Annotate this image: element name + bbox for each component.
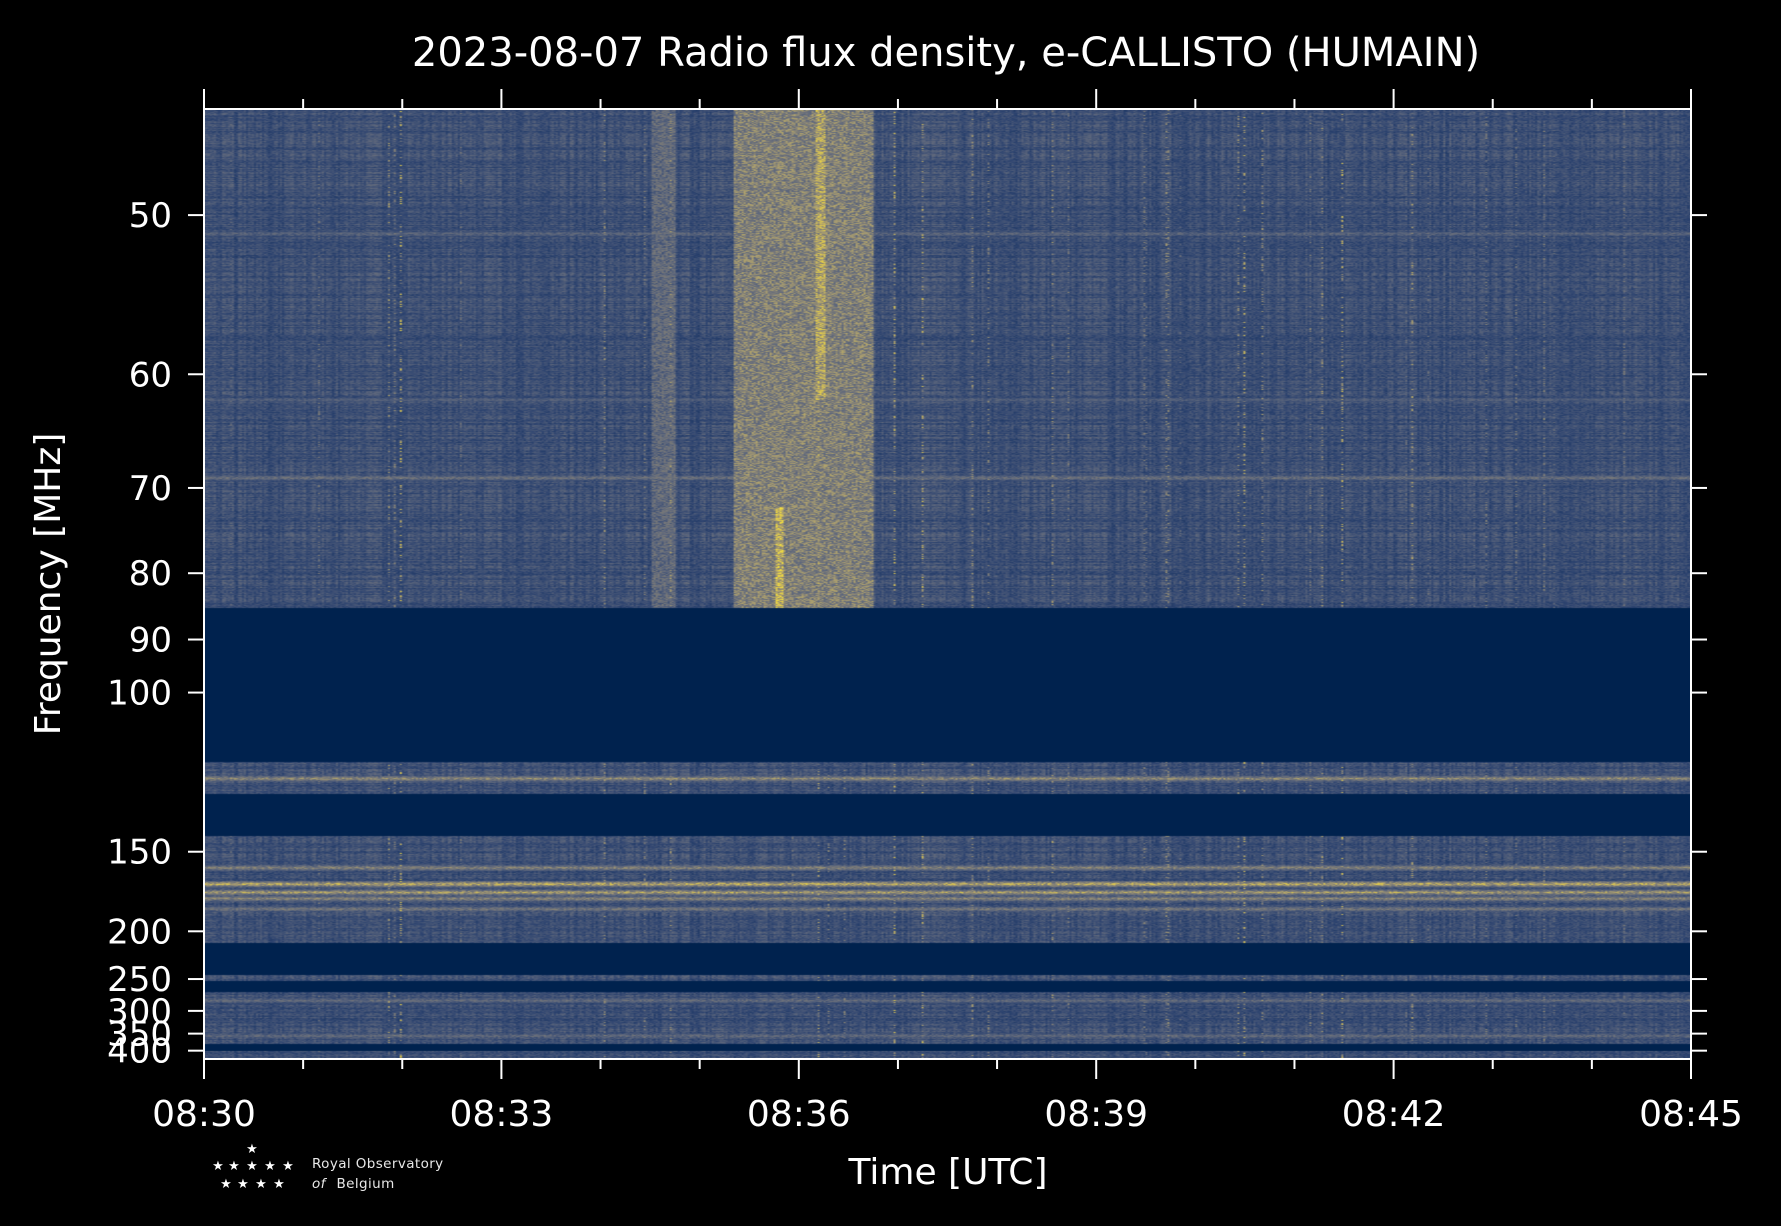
y-tick-label: 70 xyxy=(129,469,172,509)
y-tick-label: 150 xyxy=(107,833,172,873)
royal-observatory-logo: ★ ★ ★ ★ ★ ★ ★ ★ ★ ★ Royal Observatory of Belgium xyxy=(212,1142,443,1192)
y-tick-label: 250 xyxy=(107,960,172,1000)
star-icon: ★ xyxy=(228,1159,240,1174)
logo-line-2-italic: of xyxy=(312,1176,328,1192)
x-tick-label: 08:30 xyxy=(152,1094,256,1135)
y-tick-label: 90 xyxy=(129,621,172,661)
star-icon: ★ xyxy=(237,1177,249,1192)
star-icon: ★ xyxy=(246,1159,258,1174)
y-axis-label: Frequency [MHz] xyxy=(28,433,69,736)
star-icon: ★ xyxy=(246,1142,258,1157)
y-tick-label: 350 xyxy=(107,1015,172,1055)
x-tick-label: 08:45 xyxy=(1639,1094,1743,1135)
y-tick-label: 60 xyxy=(129,355,172,395)
star-icon: ★ xyxy=(264,1159,276,1174)
star-icon: ★ xyxy=(255,1177,267,1192)
y-tick-label: 200 xyxy=(107,912,172,952)
plot-frame xyxy=(203,108,1692,1060)
star-icon: ★ xyxy=(273,1177,285,1192)
plot-area xyxy=(204,109,1691,1059)
y-tick-label: 400 xyxy=(107,1032,172,1072)
x-tick-label: 08:36 xyxy=(747,1094,851,1135)
x-axis-label: Time [UTC] xyxy=(847,1152,1047,1193)
y-tick-label: 50 xyxy=(129,196,172,236)
y-tick-label: 80 xyxy=(129,554,172,594)
x-tick-label: 08:42 xyxy=(1342,1094,1446,1135)
chart-title: 2023-08-07 Radio flux density, e-CALLIST… xyxy=(412,30,1480,76)
star-icon: ★ xyxy=(282,1159,294,1174)
x-tick-label: 08:33 xyxy=(450,1094,554,1135)
logo-line-2-rest: Belgium xyxy=(337,1176,395,1192)
star-icon: ★ xyxy=(220,1177,232,1192)
y-tick-label: 300 xyxy=(107,992,172,1032)
x-axis: 08:30 08:33 08:36 08:39 08:42 08:45 xyxy=(152,89,1743,1135)
logo-line-2: of Belgium xyxy=(312,1176,395,1192)
logo-line-1: Royal Observatory xyxy=(312,1156,444,1172)
stars-icon: ★ ★ ★ ★ ★ ★ ★ ★ ★ ★ xyxy=(212,1142,294,1192)
heatmap-raster xyxy=(204,109,1691,1059)
star-icon: ★ xyxy=(212,1159,224,1174)
y-tick-label: 100 xyxy=(107,674,172,714)
x-tick-label: 08:39 xyxy=(1044,1094,1148,1135)
